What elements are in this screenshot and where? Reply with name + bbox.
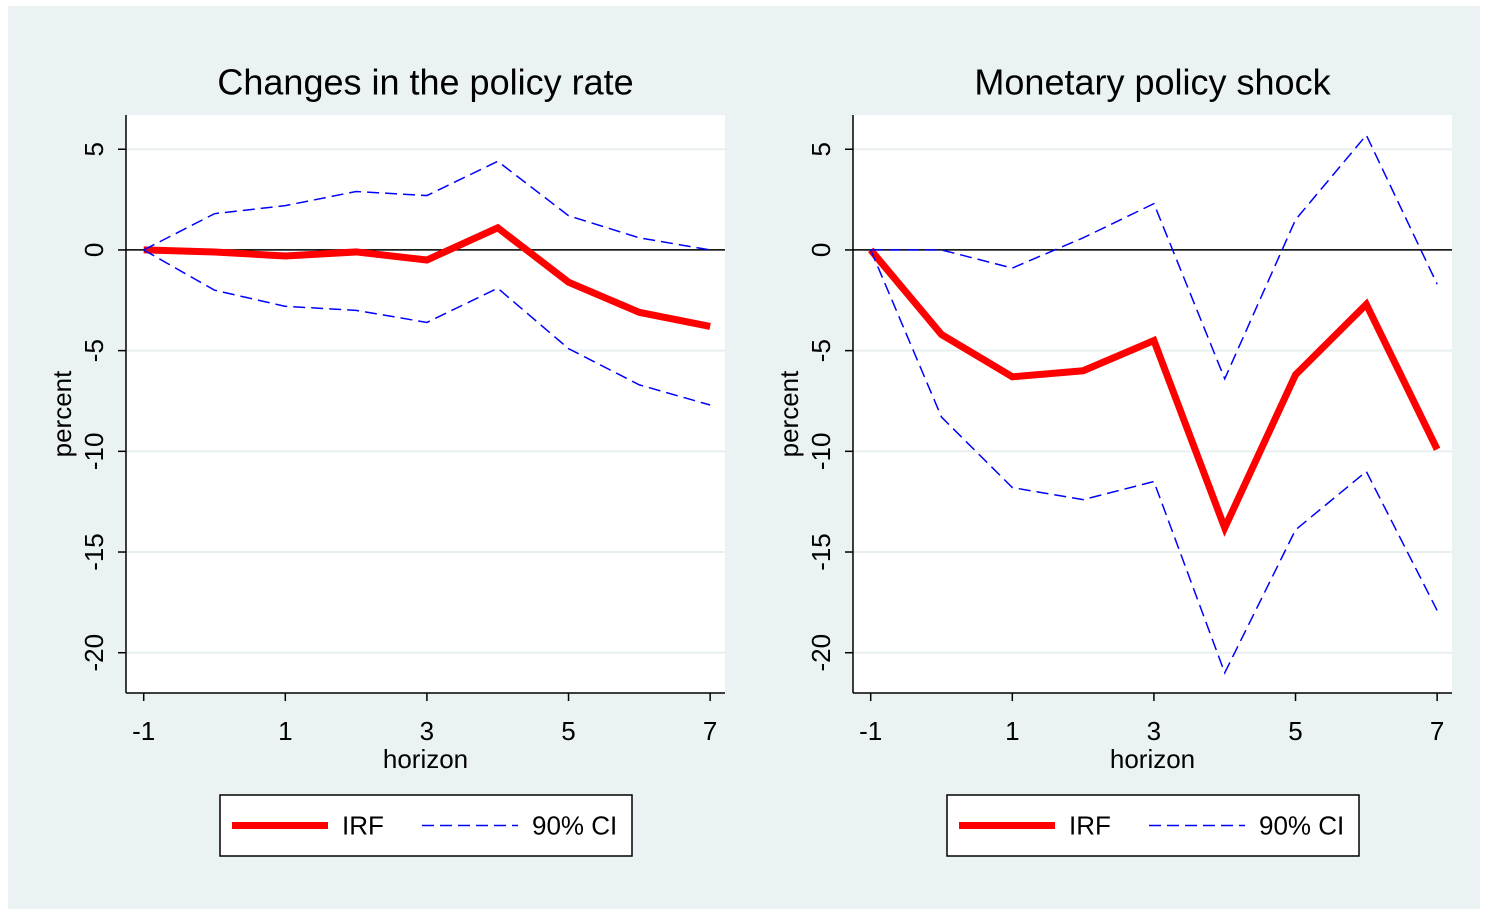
x-tick-label: 1 xyxy=(1005,716,1019,746)
x-axis-label: horizon xyxy=(1110,744,1195,774)
x-tick-label: -1 xyxy=(859,716,882,746)
chart-panel: Changes in the policy rate50-5-10-15-20-… xyxy=(47,62,725,857)
y-axis-label: percent xyxy=(47,370,77,457)
y-tick-label: 5 xyxy=(79,142,109,156)
legend: IRF 90% CI xyxy=(219,794,633,857)
data-line xyxy=(143,223,711,330)
x-tick-label: 3 xyxy=(420,716,434,746)
data-line xyxy=(868,247,1441,537)
data-line xyxy=(870,133,1438,381)
y-tick-label: -10 xyxy=(79,433,109,471)
legend: IRF 90% CI xyxy=(946,794,1360,857)
x-tick-label: 5 xyxy=(1288,716,1302,746)
x-tick-label: 7 xyxy=(703,716,717,746)
chart-title: Changes in the policy rate xyxy=(217,62,633,103)
y-tick-label: 5 xyxy=(806,142,836,156)
x-tick-label: 3 xyxy=(1147,716,1161,746)
x-axis-label: horizon xyxy=(383,744,468,774)
x-tick-label: 1 xyxy=(278,716,292,746)
plot-area xyxy=(853,115,1452,693)
plot-area xyxy=(126,115,725,693)
y-tick-label: -5 xyxy=(806,339,836,362)
y-tick-label: -15 xyxy=(806,533,836,571)
y-tick-label: -20 xyxy=(806,634,836,672)
legend-label: 90% CI xyxy=(532,810,617,840)
chart-title: Monetary policy shock xyxy=(974,62,1331,103)
y-tick-label: 0 xyxy=(79,243,109,257)
data-line xyxy=(870,249,1438,675)
data-line xyxy=(143,160,711,251)
y-tick-label: -10 xyxy=(806,433,836,471)
legend-label: IRF xyxy=(342,810,384,840)
y-tick-label: -15 xyxy=(79,533,109,571)
x-tick-label: 7 xyxy=(1430,716,1444,746)
x-tick-label: -1 xyxy=(132,716,155,746)
data-line xyxy=(143,249,711,406)
legend-label: 90% CI xyxy=(1259,810,1344,840)
chart-panel: Monetary policy shock 5 0 -5 -10 -15 -20 -1 1 3 5 7… xyxy=(774,62,1452,857)
x-tick-label: 5 xyxy=(561,716,575,746)
y-tick-label: -5 xyxy=(79,339,109,362)
y-tick-label: 0 xyxy=(806,243,836,257)
legend-label: IRF xyxy=(1069,810,1111,840)
y-axis-label: percent xyxy=(774,370,804,457)
y-tick-label: -20 xyxy=(79,634,109,672)
